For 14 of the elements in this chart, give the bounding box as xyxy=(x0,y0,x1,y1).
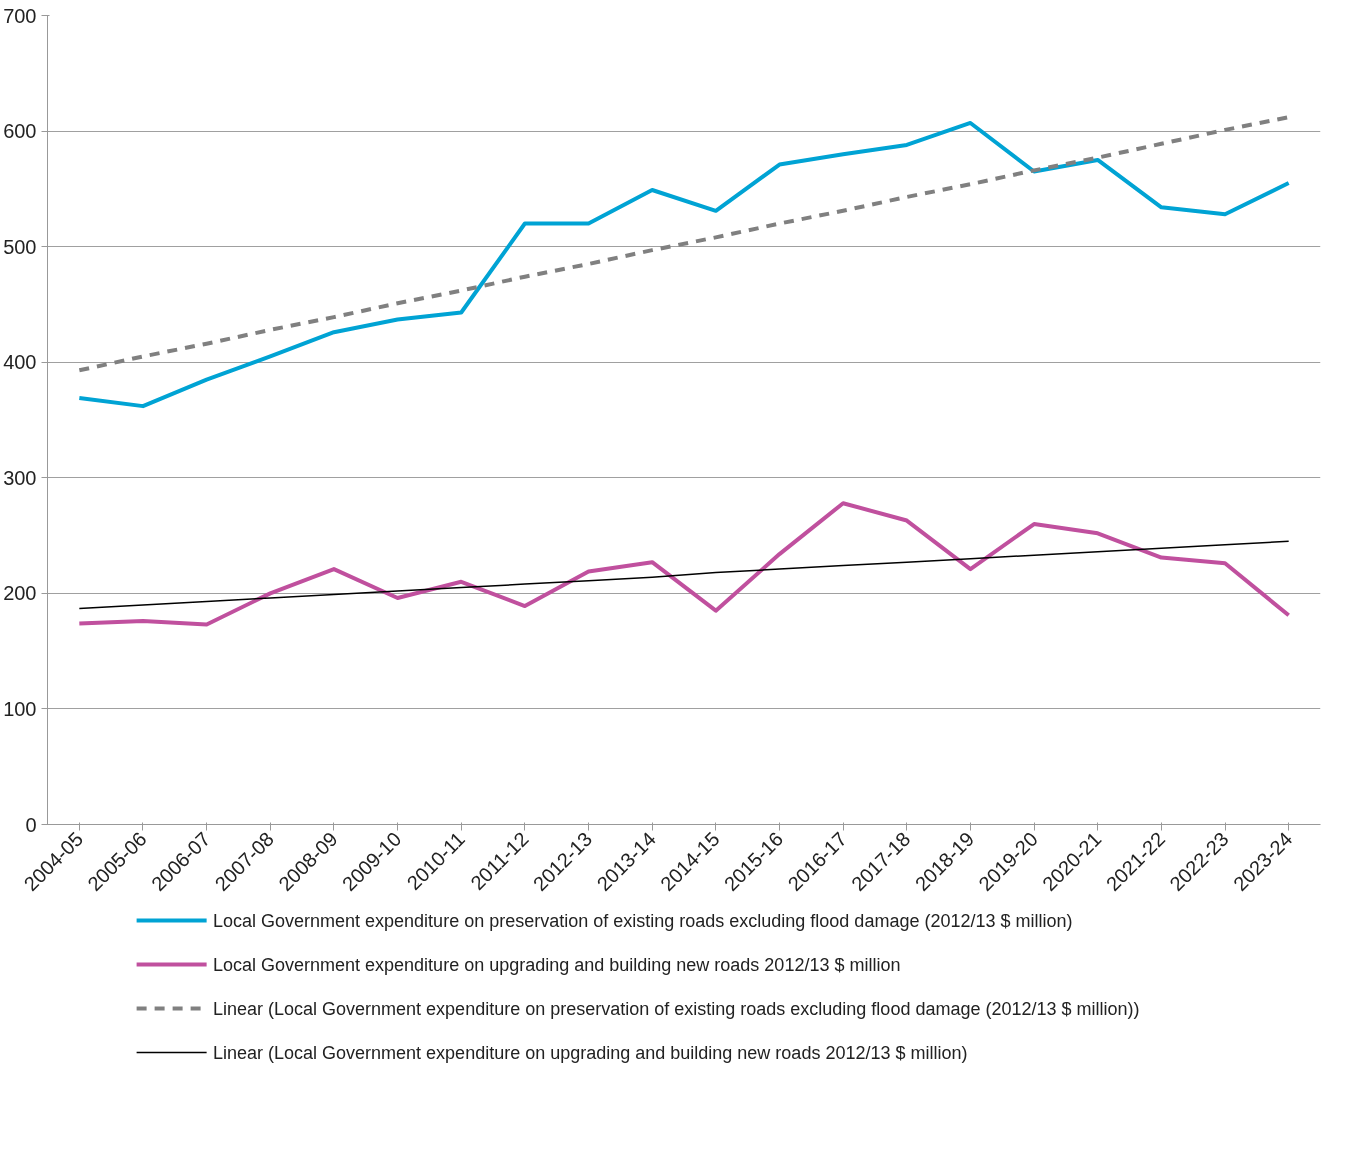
y-tick-label: 600 xyxy=(3,120,37,143)
legend-label: Linear (Local Government expenditure on preservation of existing roads excluding flood damage (2012/13 $ million)) xyxy=(212,998,1140,1019)
y-tick-label: 700 xyxy=(3,4,37,27)
legend-label: Linear (Local Government expenditure on upgrading and building new roads 2012/13 $ million) xyxy=(212,1042,968,1063)
y-tick-label: 0 xyxy=(25,813,37,836)
line-series xyxy=(78,540,1290,610)
legend-label: Local Government expenditure on preservation of existing roads excluding flood damage (2012/13 $ million) xyxy=(212,910,1073,931)
y-tick-label: 100 xyxy=(3,697,37,720)
y-tick-label: 400 xyxy=(3,351,37,374)
line-series xyxy=(77,501,1291,627)
y-tick-label: 500 xyxy=(3,235,37,258)
y-tick-label: 200 xyxy=(3,582,37,605)
legend-label: Local Government expenditure on upgrading and building new roads 2012/13 $ million xyxy=(212,954,901,975)
y-tick-label: 300 xyxy=(3,466,37,489)
